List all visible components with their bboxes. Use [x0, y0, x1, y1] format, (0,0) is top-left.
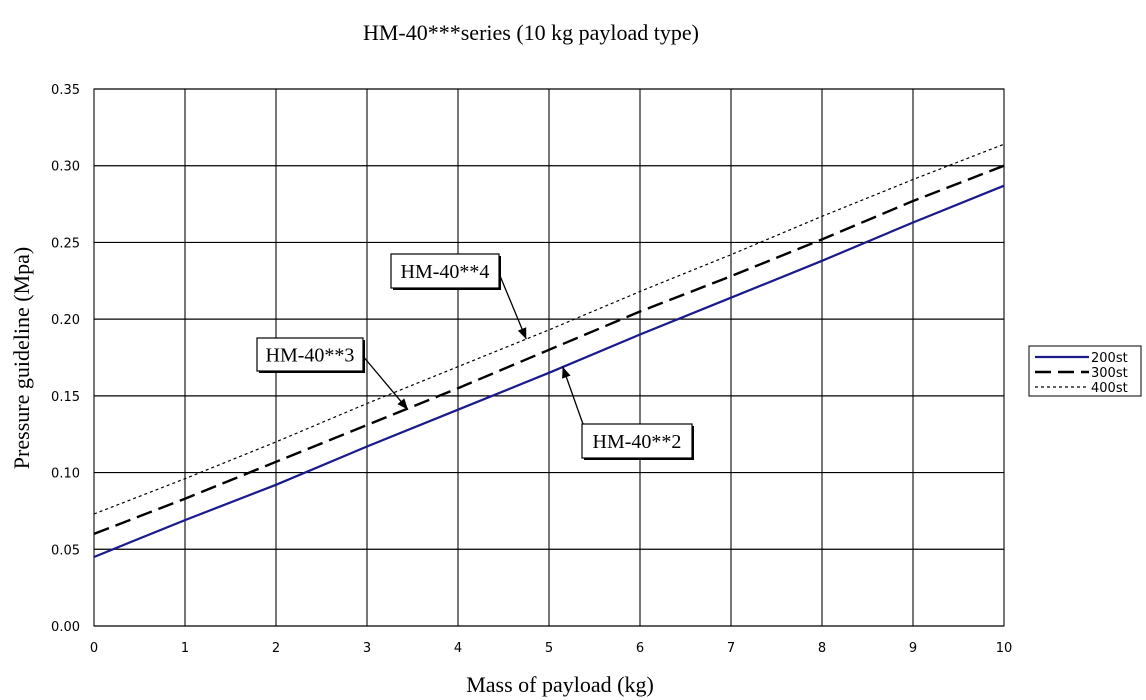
callout-leader [361, 354, 409, 411]
callout-shadow [692, 426, 694, 460]
series-line-400st [93, 143, 1005, 515]
y-ticks: 0.00 0.05 0.10 0.15 0.20 0.25 0.30 0.35 [51, 83, 80, 635]
callout-label: HM-40**2 [593, 431, 682, 453]
legend-label-200st: 200st [1091, 351, 1128, 366]
callout-label: HM-40**3 [266, 345, 355, 367]
x-tick-label: 1 [181, 641, 189, 656]
y-tick-label: 0.20 [51, 313, 80, 328]
legend-label-300st: 300st [1091, 366, 1128, 381]
series-lines [93, 143, 1005, 559]
x-tick-label: 2 [272, 641, 280, 656]
x-tick-label: 8 [818, 641, 826, 656]
x-tick-label: 5 [545, 641, 553, 656]
x-tick-label: 7 [727, 641, 735, 656]
x-ticks: 0 1 2 3 4 5 6 7 8 9 10 [90, 641, 1012, 656]
y-tick-label: 0.10 [51, 467, 80, 482]
series-line-300st [93, 164, 1005, 536]
y-tick-label: 0.05 [51, 543, 80, 558]
callouts: HM-40**4 HM-40**3 HM-40**2 [256, 253, 694, 460]
callout-shadow [259, 371, 365, 373]
y-tick-label: 0.35 [51, 83, 80, 98]
y-tick-label: 0.15 [51, 390, 80, 405]
callout-shadow [393, 288, 501, 290]
callout-shadow [499, 256, 501, 290]
callout-arrowhead [517, 327, 527, 340]
callout-arrowhead [562, 366, 571, 379]
series-line-200st [93, 184, 1005, 559]
x-tick-label: 6 [636, 641, 644, 656]
callout-arrowhead [397, 398, 408, 410]
callout-shadow [363, 340, 365, 373]
legend-label-400st: 400st [1091, 381, 1128, 396]
y-axis-label: Pressure guideline (Mpa) [9, 247, 34, 469]
x-tick-label: 0 [90, 641, 98, 656]
x-tick-label: 10 [996, 641, 1013, 656]
x-tick-label: 4 [454, 641, 462, 656]
callout-leader [497, 270, 527, 340]
grid [93, 88, 1005, 627]
callout-shadow [584, 458, 694, 460]
x-axis-label: Mass of payload (kg) [466, 672, 654, 697]
chart-title: HM-40***series (10 kg payload type) [363, 20, 699, 45]
x-tick-label: 9 [909, 641, 917, 656]
y-tick-label: 0.30 [51, 160, 80, 175]
callout-box [390, 253, 500, 289]
callout-box [581, 423, 693, 459]
y-tick-label: 0.25 [51, 236, 80, 251]
y-tick-label: 0.00 [51, 620, 80, 635]
callout-box [256, 337, 364, 372]
x-tick-label: 3 [363, 641, 371, 656]
callout-label: HM-40**4 [401, 261, 490, 283]
